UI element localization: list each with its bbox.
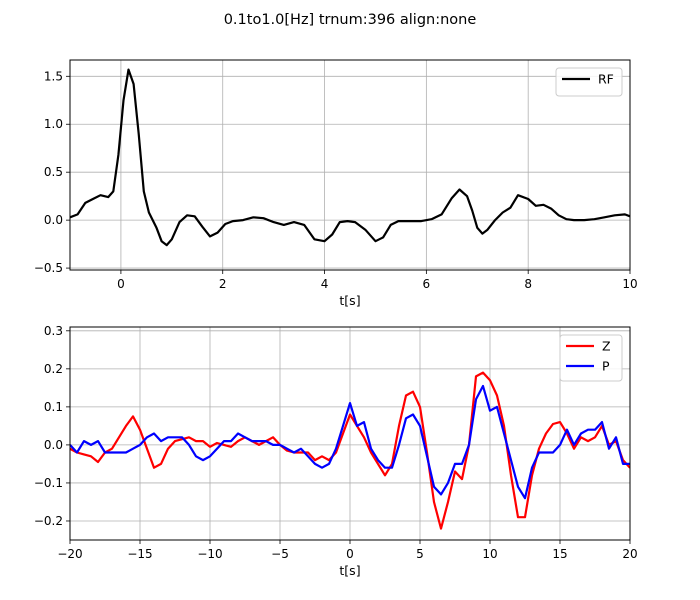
y-tick-label: −0.1 [34, 476, 63, 490]
y-tick-label: 1.0 [44, 117, 63, 131]
x-tick-label: 10 [482, 547, 497, 561]
legend: ZP [559, 334, 623, 382]
legend-box [559, 334, 623, 382]
y-tick-label: 0.0 [44, 438, 63, 452]
legend-label-z: Z [602, 339, 611, 354]
x-axis-label: t[s] [339, 563, 360, 578]
x-tick-label: −5 [271, 547, 289, 561]
legend: RF [555, 67, 623, 97]
x-tick-label: 5 [416, 547, 424, 561]
x-tick-label: 0 [346, 547, 354, 561]
y-tick-label: 1.5 [44, 69, 63, 83]
x-tick-label: 2 [219, 277, 227, 291]
x-tick-label: 15 [552, 547, 567, 561]
legend-label-p: P [602, 359, 610, 374]
legend-box [555, 67, 623, 97]
x-tick-label: 8 [524, 277, 532, 291]
x-axis-label: t[s] [339, 293, 360, 308]
y-tick-label: 0.2 [44, 362, 63, 376]
y-tick-label: 0.5 [44, 165, 63, 179]
x-tick-label: 4 [321, 277, 329, 291]
series-line-p [70, 384, 630, 500]
figure-title: 0.1to1.0[Hz] trnum:396 align:none [224, 12, 477, 28]
y-tick-label: 0.1 [44, 400, 63, 414]
axes-frame [69, 59, 631, 271]
legend-label-rf: RF [598, 72, 614, 87]
x-tick-label: 20 [622, 547, 637, 561]
y-tick-label: 0.3 [44, 324, 63, 338]
x-tick-label: −20 [57, 547, 82, 561]
x-tick-label: −15 [127, 547, 152, 561]
x-tick-label: 0 [117, 277, 125, 291]
x-tick-label: 6 [423, 277, 431, 291]
panel-2: −20 −15 −10 −5 0 5 10 15 20 −0.2 −0.1 0.0 0.1 0.2 0.3 t… [34, 324, 638, 578]
x-tick-label: −10 [197, 547, 222, 561]
series-line-rf [70, 68, 630, 247]
x-tick-label: 10 [622, 277, 637, 291]
y-tick-label: −0.2 [34, 514, 63, 528]
panel-1: 0 2 4 6 8 10 −0.5 0.0 0.5 1.0 1.5 t[s] RF [34, 59, 638, 308]
y-tick-label: −0.5 [34, 261, 63, 275]
y-tick-label: 0.0 [44, 213, 63, 227]
